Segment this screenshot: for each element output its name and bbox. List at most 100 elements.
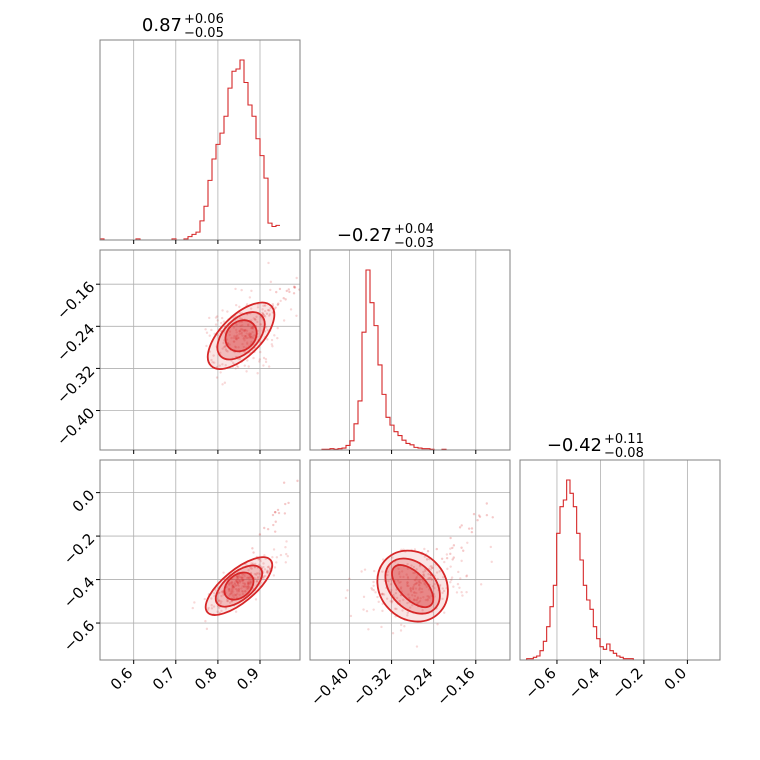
sample-point: [243, 339, 246, 342]
sample-point: [222, 571, 225, 574]
sample-point: [244, 335, 247, 338]
sample-point: [240, 332, 243, 335]
sample-point: [258, 572, 261, 576]
sample-point: [238, 593, 241, 597]
sample-point: [470, 530, 474, 534]
sample-point: [226, 599, 229, 603]
sample-point: [412, 585, 415, 589]
sample-point: [387, 579, 390, 583]
sample-point: [244, 334, 248, 338]
sample-point: [247, 333, 250, 336]
sample-point: [234, 587, 237, 591]
sample-point: [214, 323, 218, 326]
sample-point: [377, 600, 380, 604]
sample-point: [262, 356, 266, 360]
sample-point: [238, 332, 241, 336]
panel-title-minus: −0.08: [604, 446, 644, 461]
sample-point: [372, 608, 375, 611]
y-tick-label: −0.16: [53, 278, 98, 323]
sample-point: [284, 502, 287, 506]
sample-point: [273, 334, 276, 337]
sample-point: [221, 590, 224, 593]
sample-point: [262, 313, 265, 316]
sample-point: [241, 573, 244, 576]
sample-point: [220, 590, 223, 594]
sample-point: [233, 593, 236, 596]
sample-point: [222, 320, 226, 323]
sample-point: [249, 581, 252, 584]
sample-point: [230, 592, 234, 595]
sample-point: [240, 575, 243, 579]
sample-point: [418, 588, 421, 591]
sample-point: [268, 309, 271, 312]
sample-point: [412, 565, 416, 569]
sample-point: [244, 585, 248, 589]
sample-point: [234, 315, 237, 318]
sample-point: [412, 598, 416, 601]
sample-point: [220, 316, 224, 320]
sample-point: [348, 577, 351, 580]
sample-point: [390, 588, 393, 592]
sample-point: [236, 578, 239, 581]
sample-point: [400, 570, 404, 573]
sample-point: [235, 323, 238, 327]
sample-point: [249, 335, 253, 338]
sample-point: [227, 587, 230, 591]
sample-point: [218, 599, 221, 602]
sample-point: [233, 340, 236, 343]
sample-point: [409, 589, 412, 592]
sample-point: [398, 599, 401, 603]
histogram-panel-3: [556, 460, 688, 660]
sample-point: [226, 599, 229, 603]
sample-point: [230, 581, 234, 584]
sample-point: [422, 579, 425, 583]
histogram-step-1: [100, 59, 280, 240]
sample-point: [207, 606, 210, 610]
sample-point: [393, 607, 397, 610]
sample-point: [231, 584, 235, 587]
sample-point: [242, 337, 245, 340]
sample-point: [276, 336, 279, 340]
sample-point: [253, 334, 256, 337]
panel-title-minus: −0.03: [394, 236, 434, 251]
sample-point: [227, 588, 231, 591]
sample-point: [430, 566, 434, 570]
sample-point: [381, 593, 384, 596]
sample-point: [346, 589, 349, 592]
sample-point: [237, 588, 240, 591]
sample-point: [231, 361, 235, 365]
sample-point: [426, 598, 430, 601]
sample-point: [273, 566, 277, 569]
sample-point: [224, 607, 228, 610]
sample-point: [253, 572, 257, 576]
sample-point: [254, 598, 258, 601]
sample-point: [255, 580, 259, 583]
sample-point: [270, 338, 274, 342]
scatter-points: [191, 479, 299, 631]
sample-point: [261, 311, 264, 315]
sample-point: [485, 513, 489, 517]
sample-point: [381, 570, 384, 573]
sample-point: [397, 567, 400, 570]
sample-point: [390, 601, 394, 604]
sample-point: [382, 593, 386, 596]
sample-point: [391, 556, 394, 559]
sample-point: [239, 329, 242, 332]
sample-point: [275, 290, 278, 294]
sample-point: [210, 358, 213, 362]
sample-point: [276, 508, 280, 512]
sample-point: [412, 591, 416, 594]
sample-point: [236, 366, 240, 369]
sample-point: [414, 587, 418, 590]
sample-point: [263, 554, 266, 557]
sample-point: [409, 590, 413, 593]
sample-point: [429, 568, 432, 571]
sample-point: [259, 558, 262, 561]
sample-point: [397, 572, 401, 576]
sample-point: [268, 314, 271, 317]
sample-point: [254, 577, 257, 580]
sample-point: [218, 364, 221, 367]
sample-point: [295, 314, 298, 317]
sample-point: [283, 512, 287, 515]
sample-point: [245, 303, 249, 306]
